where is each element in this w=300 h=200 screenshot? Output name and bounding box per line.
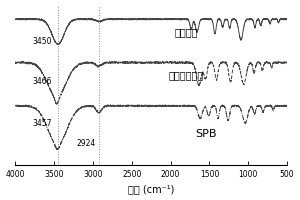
- Text: 2924: 2924: [76, 139, 95, 148]
- Text: 3466: 3466: [32, 77, 52, 86]
- Text: 3457: 3457: [32, 119, 52, 128]
- Text: SPB: SPB: [195, 129, 216, 139]
- Text: 3450: 3450: [32, 37, 52, 46]
- Text: 聚乙烯醇: 聚乙烯醇: [174, 27, 198, 37]
- X-axis label: 波数 (cm⁻¹): 波数 (cm⁻¹): [128, 184, 174, 194]
- Text: 壳聚糖硫酸酯: 壳聚糖硫酸酯: [169, 70, 204, 80]
